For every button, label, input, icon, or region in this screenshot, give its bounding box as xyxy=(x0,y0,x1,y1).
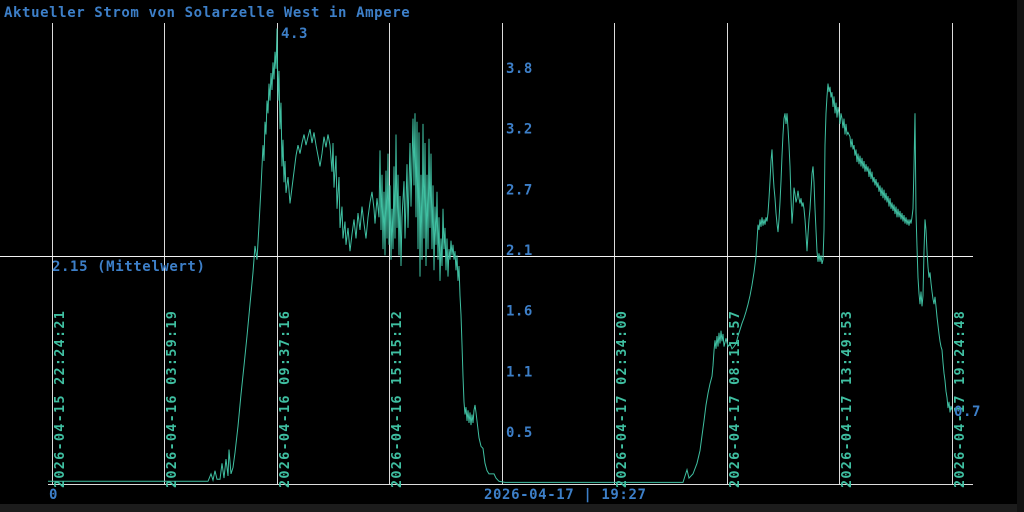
max-value-label: 4.3 xyxy=(281,26,309,42)
timestamp-labels: 2026-04-15 22:24:21 2026-04-16 03:59:19 20… xyxy=(52,310,968,488)
timestamp-label: 2026-04-16 03:59:19 xyxy=(164,310,180,488)
y-tick-label: 0.5 xyxy=(506,425,533,441)
window-edge-right xyxy=(1017,0,1024,512)
timestamp-label: 2026-04-17 19:24:48 xyxy=(952,310,968,488)
timestamp-label: 2026-04-16 15:15:12 xyxy=(389,310,405,488)
mean-value-label: 2.15 (Mittelwert) xyxy=(52,259,206,275)
window-edge-bottom xyxy=(0,504,1024,512)
y-tick-label: 1.1 xyxy=(506,364,533,380)
y-tick-label: 3.2 xyxy=(506,122,533,138)
y-tick-label: 2.7 xyxy=(506,182,533,198)
current-series-line xyxy=(48,28,953,483)
y-axis-zero-label: 0 xyxy=(49,487,59,503)
y-tick-label: 1.6 xyxy=(506,304,533,320)
last-value-label: 0.7 xyxy=(954,404,982,420)
y-tick-label: 2.1 xyxy=(506,243,533,259)
y-tick-label: 3.8 xyxy=(506,61,533,77)
timestamp-label: 2026-04-17 13:49:53 xyxy=(839,310,855,488)
timestamp-label: 2026-04-16 09:37:16 xyxy=(277,310,293,488)
y-axis-tick-labels: 3.8 3.2 2.7 2.1 1.6 1.1 0.5 xyxy=(506,61,533,441)
timestamp-label: 2026-04-15 22:24:21 xyxy=(52,310,68,488)
footer-datetime: 2026-04-17 | 19:27 xyxy=(484,487,647,503)
timestamp-label: 2026-04-17 02:34:00 xyxy=(614,310,630,488)
chart-title: Aktueller Strom von Solarzelle West in A… xyxy=(4,5,411,21)
timestamp-label: 2026-04-17 08:11:57 xyxy=(727,310,743,488)
